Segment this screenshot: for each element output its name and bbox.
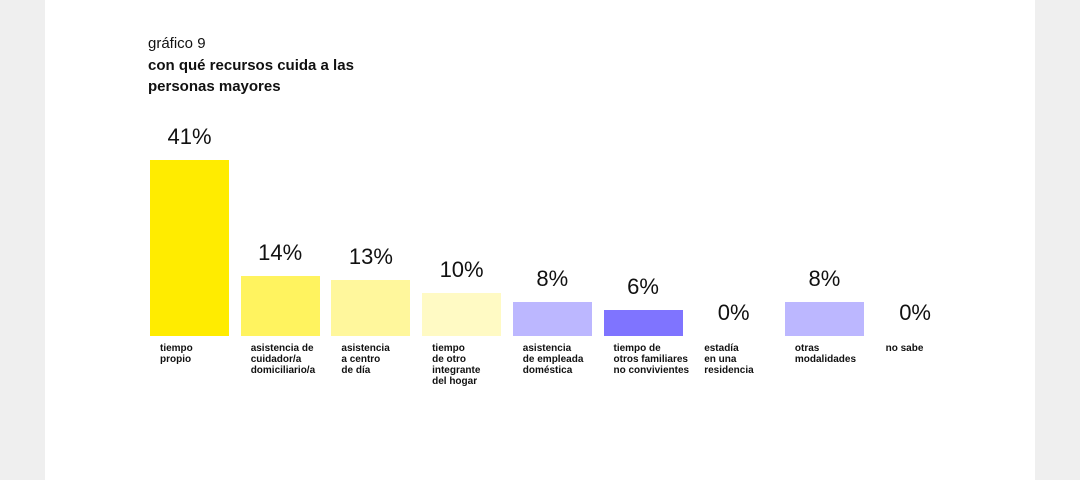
category-label: estadía en una residencia	[704, 343, 754, 376]
chart-title: con qué recursos cuida a las personas ma…	[148, 57, 354, 95]
category-label: asistencia a centro de día	[341, 343, 390, 376]
category-label: tiempo de otro integrante del hogar	[432, 343, 481, 387]
bar	[512, 301, 592, 336]
bar	[240, 275, 320, 336]
bar	[150, 160, 229, 336]
value-label: 10%	[439, 257, 484, 283]
bar	[784, 301, 864, 336]
chart-subtitle: gráfico 9	[148, 35, 206, 52]
value-label: 41%	[167, 124, 212, 149]
value-label: 14%	[258, 239, 303, 265]
value-label: 0%	[899, 300, 931, 325]
category-label: asistencia de empleada doméstica	[522, 343, 584, 376]
value-label: 0%	[717, 300, 750, 325]
bar	[331, 280, 411, 336]
bar	[422, 293, 502, 336]
value-label: 13%	[348, 244, 393, 270]
category-label: asistencia de cuidador/a domiciliario/a	[250, 343, 316, 376]
category-label: otras modalidades	[794, 343, 857, 365]
category-label: tiempo de otros familiares no convivient…	[613, 343, 690, 376]
bar	[603, 310, 683, 336]
category-label: no sabe	[885, 343, 924, 354]
value-label: 6%	[627, 274, 659, 300]
value-label: 8%	[536, 265, 569, 291]
category-label: tiempo propio	[160, 343, 193, 365]
value-label: 8%	[808, 265, 841, 291]
